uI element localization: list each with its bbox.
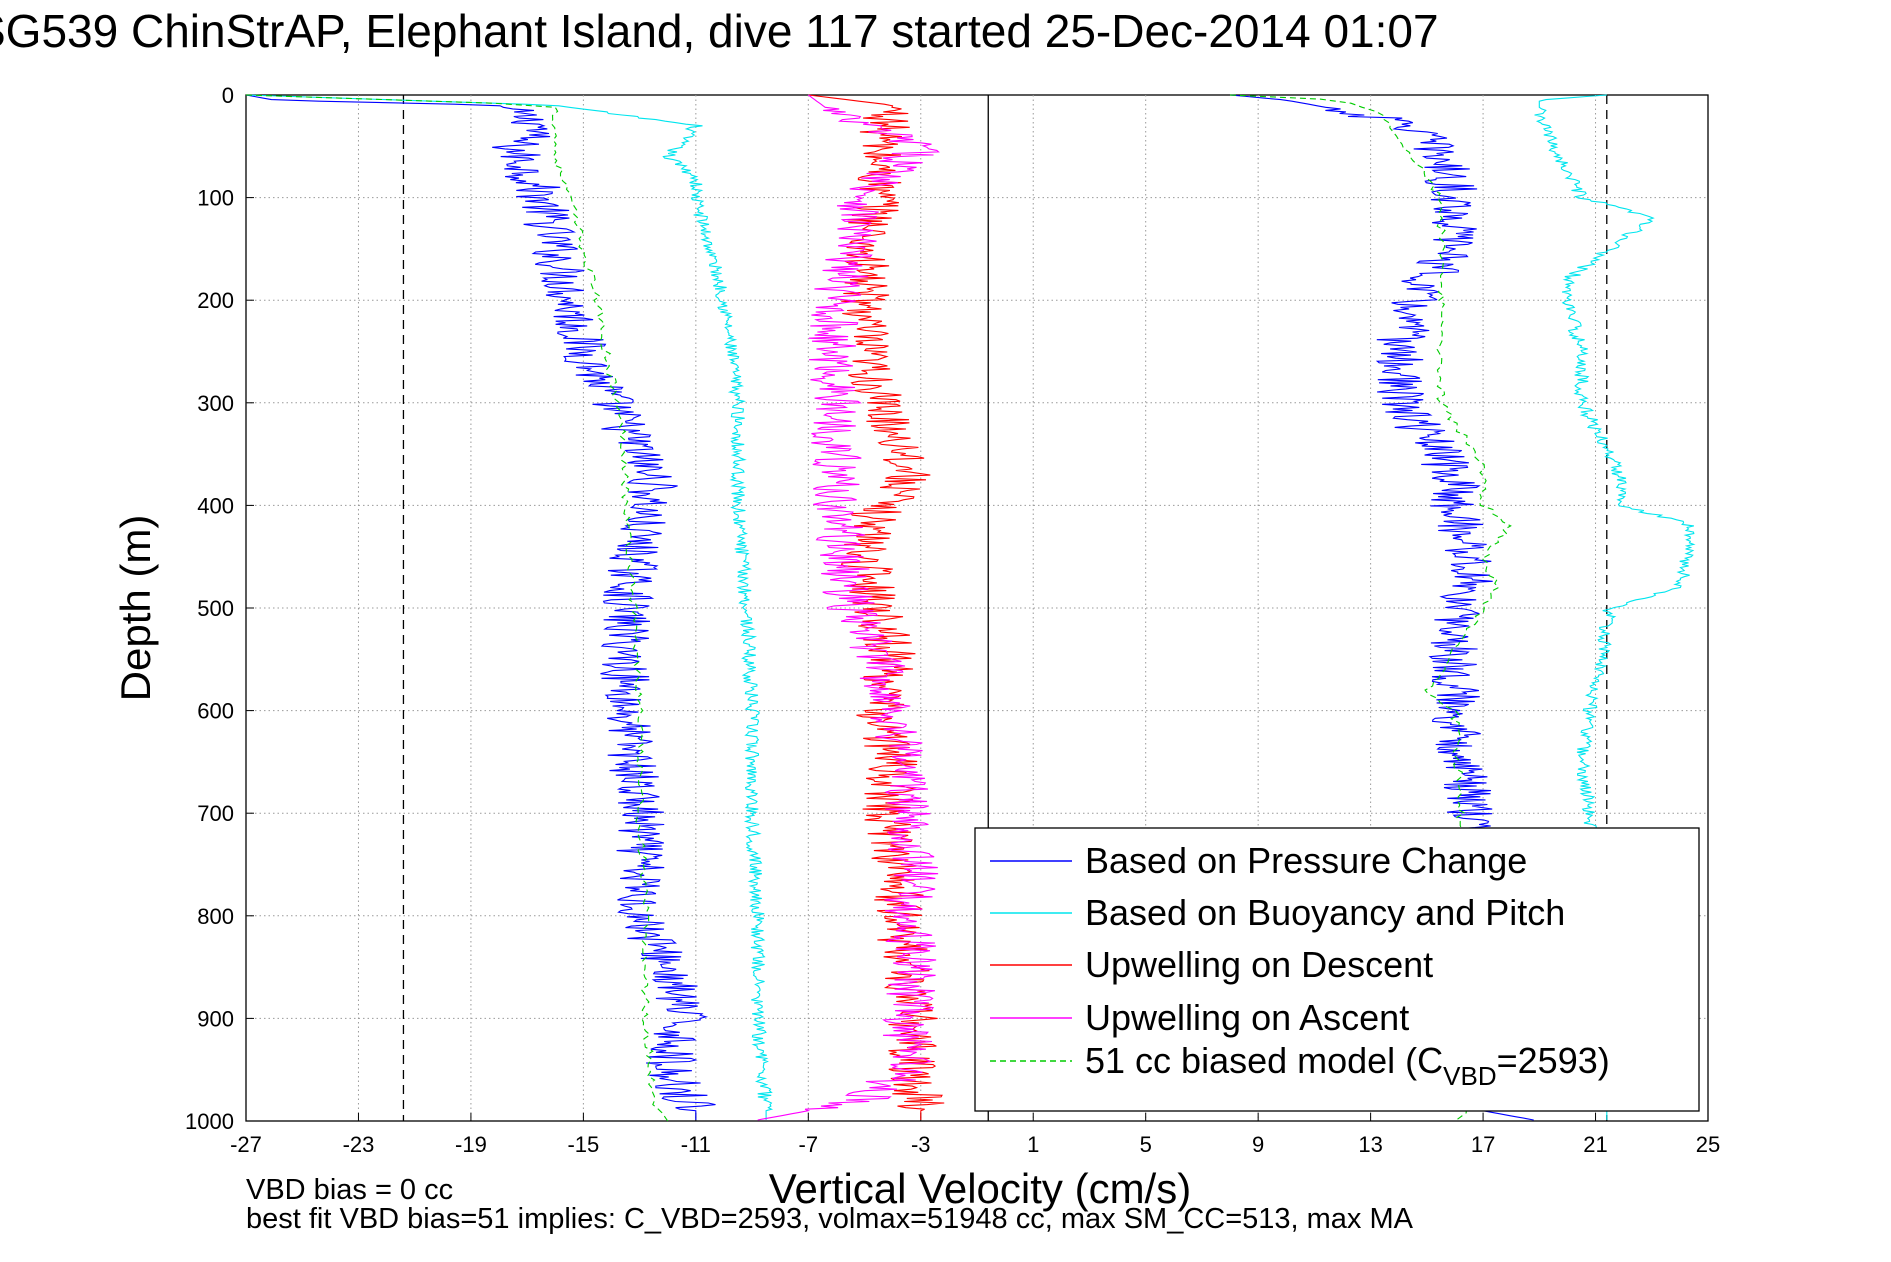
y-tick-label: 0	[222, 83, 234, 108]
x-tick-label: 21	[1583, 1132, 1607, 1157]
series-line-3-branch-1	[808, 94, 945, 1120]
y-tick-label: 500	[197, 596, 234, 621]
series-line-5-branch-1	[245, 94, 669, 1122]
legend-label-1: Based on Pressure Change	[1085, 840, 1527, 881]
legend-label-2: Based on Buoyancy and Pitch	[1085, 892, 1565, 933]
chart-legend: Based on Pressure Change Based on Buoyanc…	[974, 827, 1700, 1112]
x-tick-label: -19	[455, 1132, 487, 1157]
x-axis-label: Vertical Velocity (cm/s)	[769, 1165, 1191, 1212]
y-tick-label: 800	[197, 904, 234, 929]
y-tick-label: 400	[197, 493, 234, 518]
x-tick-label: -7	[799, 1132, 819, 1157]
y-tick-label: 100	[197, 186, 234, 211]
x-tick-label: -3	[911, 1132, 931, 1157]
x-tick-label: 9	[1252, 1132, 1264, 1157]
x-tick-label: 25	[1696, 1132, 1720, 1157]
series-line-2-branch-1	[245, 94, 774, 1120]
legend-label-3: Upwelling on Descent	[1085, 944, 1433, 985]
best-fit-note: best fit VBD bias=51 implies: C_VBD=2593…	[246, 1203, 1413, 1235]
x-tick-label: -15	[567, 1132, 599, 1157]
chart-title: SG539 ChinStrAP, Elephant Island, dive 1…	[0, 5, 1439, 57]
x-tick-label: 17	[1471, 1132, 1495, 1157]
legend-label-4: Upwelling on Ascent	[1085, 997, 1409, 1038]
vbd-bias-note: VBD bias = 0 cc	[246, 1174, 454, 1206]
x-tick-label: -27	[230, 1132, 262, 1157]
legend-label-5: 51 cc biased model (CVBD=2593)	[1085, 1040, 1610, 1091]
x-tick-label: 5	[1140, 1132, 1152, 1157]
y-tick-label: 200	[197, 288, 234, 313]
x-tick-label: -11	[681, 1132, 711, 1157]
x-tick-label: -23	[343, 1132, 375, 1157]
series-line-1-branch-1	[245, 94, 716, 1120]
y-tick-label: 600	[197, 699, 234, 724]
y-axis-label: Depth (m)	[112, 515, 159, 702]
y-tick-label: 900	[197, 1006, 234, 1031]
legend-box	[974, 827, 1700, 1112]
y-tick-label: 700	[197, 801, 234, 826]
x-tick-label: 13	[1358, 1132, 1382, 1157]
y-tick-label: 1000	[185, 1109, 234, 1134]
tick-labels: -27 -23 -19 -15 -11 -7 -3 1 5 9 13 17 21 25 0 100 200 300…	[185, 83, 1720, 1157]
x-tick-label: 1	[1027, 1132, 1039, 1157]
y-tick-label: 300	[197, 391, 234, 416]
series-line-4-branch-1	[757, 94, 940, 1121]
